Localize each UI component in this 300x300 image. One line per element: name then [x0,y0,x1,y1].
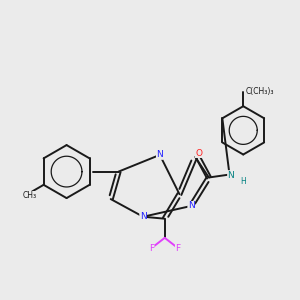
Text: CH₃: CH₃ [22,191,36,200]
Text: O: O [195,148,202,158]
Text: F: F [176,244,181,253]
Text: N: N [188,201,195,210]
Text: N: N [228,171,234,180]
Text: C(CH₃)₃: C(CH₃)₃ [245,87,274,96]
Text: F: F [149,244,154,253]
Text: N: N [140,212,146,221]
Text: N: N [156,150,163,159]
Text: H: H [240,176,246,185]
